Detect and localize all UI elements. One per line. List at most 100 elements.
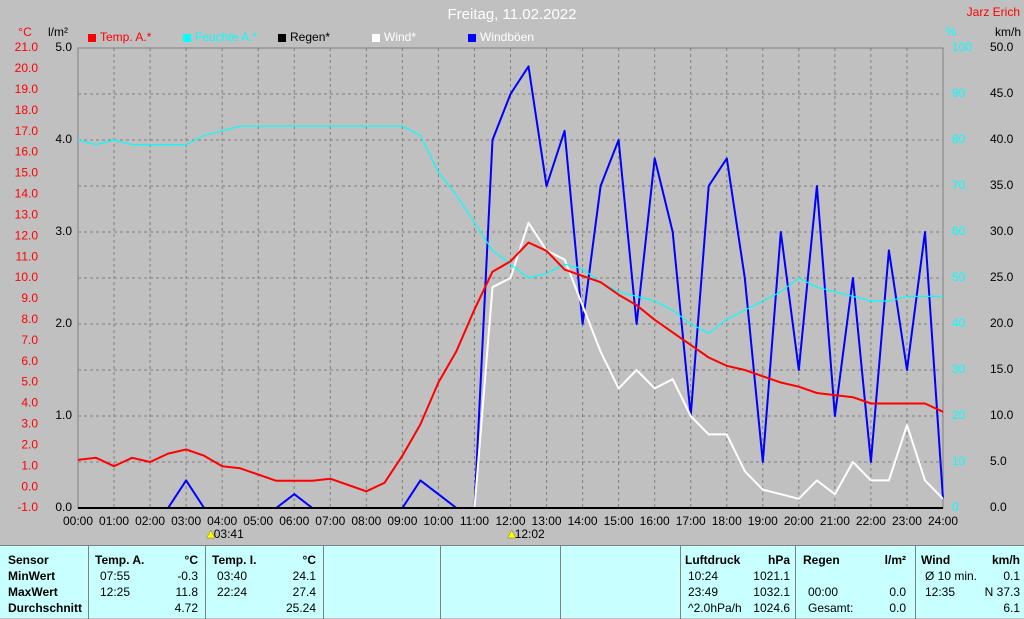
table-cell: 1032.1 [753, 585, 790, 599]
annotation: 12:02 [515, 527, 545, 541]
annotation: 03:41 [214, 527, 244, 541]
y2-tick-label: 2.0 [55, 316, 72, 330]
y3-tick-label: 10 [952, 454, 966, 468]
table-cell: l/m² [884, 553, 906, 567]
x-tick-label: 09:00 [387, 514, 417, 528]
y-tick-label: 0.0 [21, 479, 38, 493]
x-tick-label: 11:00 [460, 514, 489, 528]
y-tick-label: 6.0 [21, 354, 38, 368]
x-tick-label: 17:00 [676, 514, 706, 528]
sun-icon [206, 529, 216, 539]
y4-tick-label: 40.0 [990, 132, 1014, 146]
separator [795, 546, 796, 619]
x-tick-label: 18:00 [712, 514, 742, 528]
y4-tick-label: 35.0 [990, 178, 1014, 192]
table-cell: 6.1 [1003, 601, 1020, 615]
x-tick-label: 21:00 [820, 514, 850, 528]
y-tick-label: 13.0 [15, 207, 39, 221]
table-cell: 00:00 [808, 585, 839, 599]
y-tick-label: 1.0 [21, 458, 38, 472]
y-tick-label: 7.0 [21, 333, 38, 347]
y3-tick-label: 90 [952, 86, 966, 100]
separator [205, 546, 206, 619]
y3-tick-label: 30 [952, 362, 966, 376]
y-tick-label: 19.0 [15, 82, 39, 96]
x-tick-label: 00:00 [63, 514, 93, 528]
y4-tick-label: 5.0 [990, 454, 1007, 468]
table-cell: Luftdruck [685, 553, 741, 567]
y-tick-label: 17.0 [15, 124, 39, 138]
table-cell: 1024.6 [753, 601, 790, 615]
table-cell: 11.8 [175, 585, 198, 599]
legend-swatch [278, 34, 286, 42]
y4-tick-label: 10.0 [990, 408, 1014, 422]
y-tick-label: 20.0 [15, 61, 39, 75]
x-tick-label: 03:00 [171, 514, 201, 528]
table-cell: Temp. I. [212, 553, 257, 567]
table-cell: MaxWert [8, 585, 58, 599]
y-tick-label: 9.0 [21, 291, 38, 305]
separator [88, 546, 89, 619]
y-axis-label: °C [18, 25, 32, 39]
y2-tick-label: 4.0 [55, 132, 72, 146]
table-cell: km/h [991, 553, 1020, 567]
legend-swatch [372, 34, 380, 42]
table-cell: 10:24 [688, 569, 719, 583]
y3-tick-label: 50 [952, 270, 966, 284]
table-cell: Gesamt: [808, 601, 854, 615]
table-cell: 23:49 [688, 585, 719, 599]
y3-tick-label: 40 [952, 316, 966, 330]
author: Jarz Erich [967, 5, 1020, 19]
legend-label: Wind* [384, 30, 416, 44]
table-cell: Temp. A. [95, 553, 145, 567]
x-tick-label: 12:00 [495, 514, 525, 528]
table-cell: 12:35 [925, 585, 956, 599]
table-cell: Ø 10 min. [925, 569, 978, 583]
x-tick-label: 08:00 [351, 514, 381, 528]
x-tick-label: 24:00 [928, 514, 958, 528]
x-tick-label: 23:00 [892, 514, 922, 528]
table-cell: 07:55 [100, 569, 131, 583]
legend-swatch [183, 34, 191, 42]
y2-tick-label: 0.0 [55, 500, 72, 514]
table-cell: Wind [921, 553, 951, 567]
y4-axis-label: km/h [995, 25, 1021, 39]
y-tick-label: 2.0 [21, 437, 38, 451]
y-tick-label: 12.0 [15, 228, 39, 242]
x-tick-label: 06:00 [279, 514, 309, 528]
y-tick-label: 18.0 [15, 103, 39, 117]
x-tick-label: 05:00 [243, 514, 273, 528]
y-tick-label: 10.0 [15, 270, 39, 284]
table-cell: 25.24 [285, 601, 316, 615]
y4-tick-label: 45.0 [990, 86, 1014, 100]
separator [440, 546, 441, 619]
table-cell: N 37.3 [984, 585, 1020, 599]
separator [560, 546, 561, 619]
table-cell: 03:40 [217, 569, 248, 583]
x-tick-label: 15:00 [604, 514, 634, 528]
y4-tick-label: 15.0 [990, 362, 1014, 376]
y4-tick-label: 20.0 [990, 316, 1014, 330]
table-cell: 4.72 [174, 601, 198, 615]
separator [680, 546, 681, 619]
y3-tick-label: 70 [952, 178, 966, 192]
y2-tick-label: 3.0 [55, 224, 72, 238]
table-cell: °C [302, 553, 316, 567]
table-cell: MinWert [8, 569, 56, 583]
series-line [77, 125, 943, 334]
separator [915, 546, 916, 619]
table-cell: 0.1 [1003, 569, 1020, 583]
y-tick-label: 4.0 [21, 396, 38, 410]
y4-tick-label: 30.0 [990, 224, 1014, 238]
x-tick-label: 02:00 [135, 514, 165, 528]
y-tick-label: 21.0 [15, 40, 39, 54]
x-tick-label: 10:00 [423, 514, 453, 528]
y2-tick-label: 1.0 [55, 408, 72, 422]
y2-tick-label: 5.0 [55, 40, 72, 54]
y3-tick-label: 60 [952, 224, 966, 238]
table-cell: 22:24 [217, 585, 248, 599]
y2-axis-label: l/m² [48, 25, 68, 39]
table-cell: 1021.1 [753, 569, 790, 583]
table-cell: 12:25 [100, 585, 131, 599]
